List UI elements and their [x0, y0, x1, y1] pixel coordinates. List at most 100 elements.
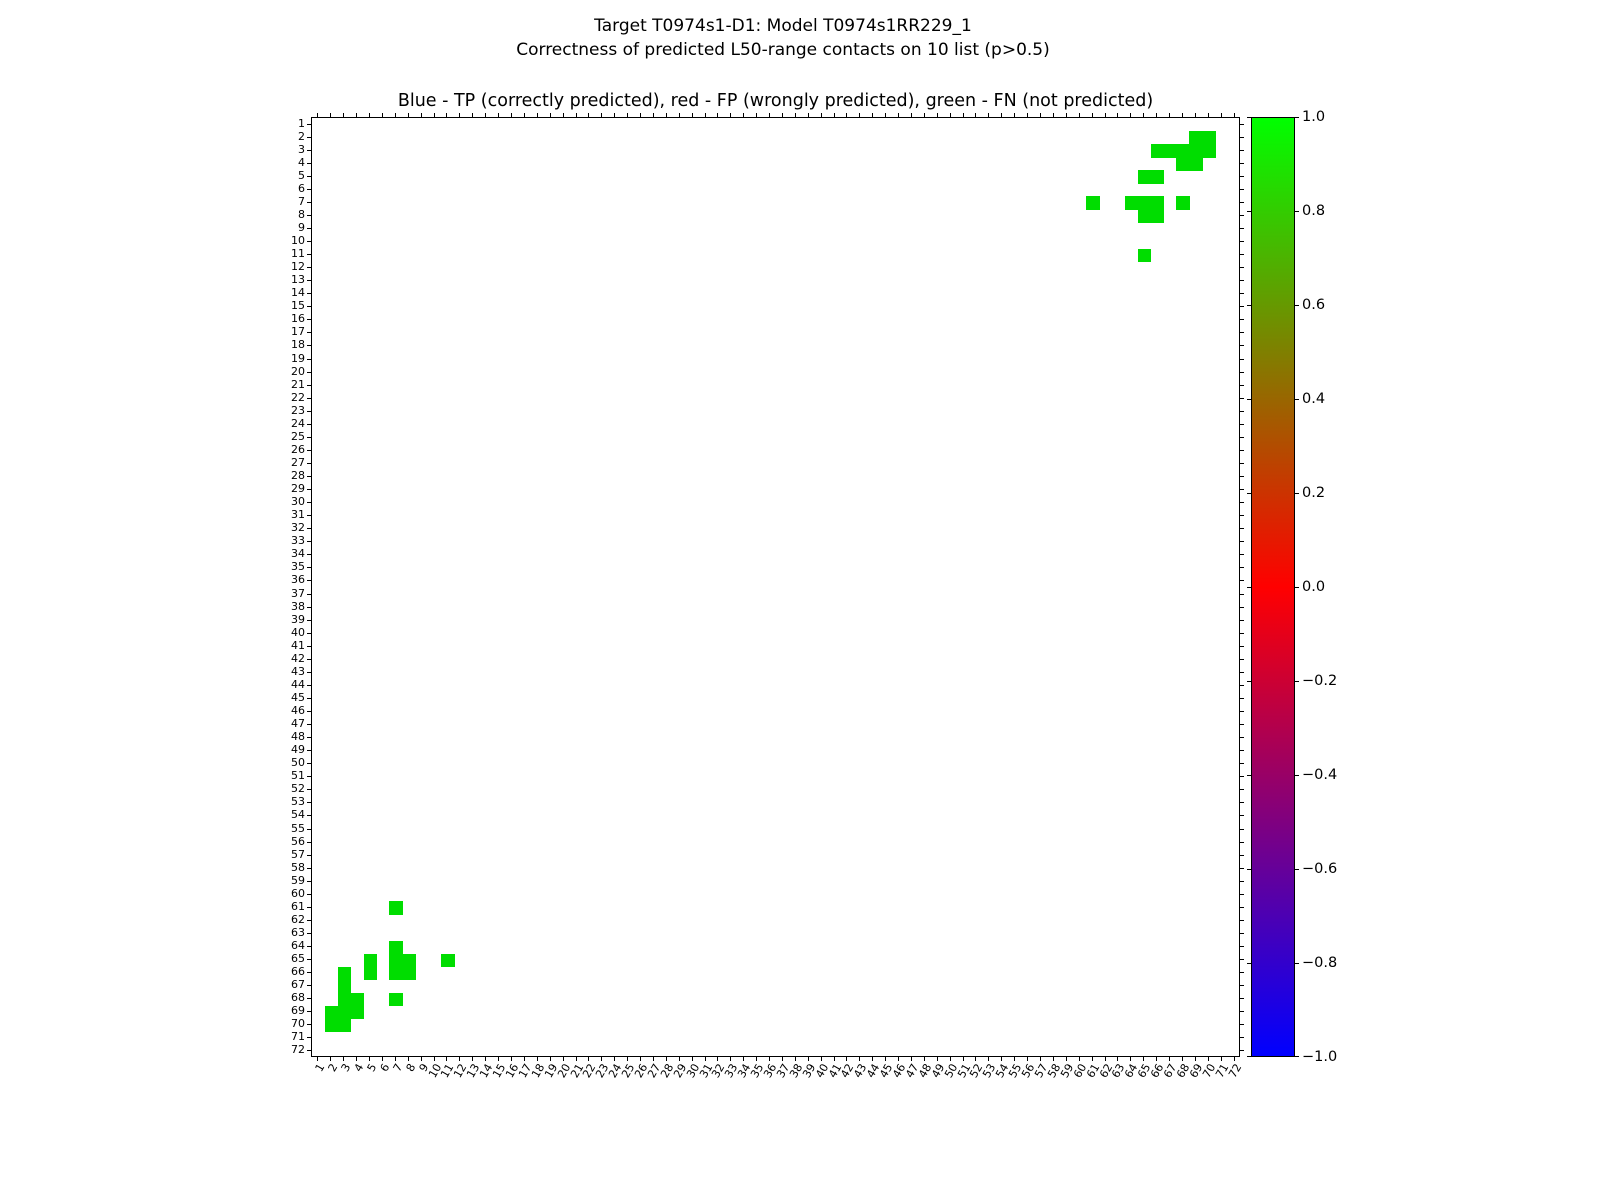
axis-tick: [575, 1057, 577, 1061]
axis-tick: [307, 906, 311, 908]
axis-tick: [678, 1057, 680, 1061]
axis-tick: [1240, 293, 1244, 295]
axis-tick: [1240, 136, 1244, 138]
axis-tick: [1240, 241, 1244, 243]
axis-tick: [1240, 619, 1244, 621]
axis-tick: [1240, 423, 1244, 425]
axis-tick: [1240, 515, 1244, 517]
axis-tick: [1240, 254, 1244, 256]
axis-tick: [1001, 1057, 1003, 1061]
axis-tick: [343, 113, 345, 117]
figure-title: Target T0974s1-D1: Model T0974s1RR229_1 …: [0, 14, 1566, 62]
axis-tick: [1240, 384, 1244, 386]
y-axis-tick-label: 5: [298, 168, 305, 182]
colorbar-tick-label: 0.6: [1302, 297, 1326, 313]
axis-tick: [1233, 113, 1235, 117]
axis-tick: [1104, 113, 1106, 117]
axis-tick: [1091, 1057, 1093, 1061]
axis-tick: [1240, 489, 1244, 491]
axis-tick: [307, 697, 311, 699]
axis-tick: [536, 1057, 538, 1061]
colorbar: [1251, 117, 1295, 1057]
axis-tick: [1240, 1037, 1244, 1039]
y-axis-tick-label: 7: [298, 194, 305, 208]
axis-tick: [1295, 211, 1299, 212]
axis-tick: [307, 175, 311, 177]
axis-tick: [1207, 113, 1209, 117]
y-axis-tick-label: 58: [291, 860, 305, 874]
axis-tick: [1240, 188, 1244, 190]
axis-tick: [307, 227, 311, 229]
axis-tick: [743, 1057, 745, 1061]
axis-tick: [307, 893, 311, 895]
axis-tick: [640, 113, 642, 117]
y-axis-tick-label: 4: [298, 155, 305, 169]
colorbar-tick-label: 0.2: [1302, 485, 1326, 501]
colorbar-tick-label: −0.8: [1302, 955, 1338, 971]
fn-cell: [1137, 170, 1152, 184]
y-axis-tick-label: 14: [291, 286, 305, 300]
axis-tick: [1295, 869, 1299, 870]
colorbar-tick-label: −1.0: [1302, 1049, 1338, 1065]
fn-cell: [1189, 131, 1203, 145]
axis-tick: [781, 113, 783, 117]
colorbar-tick-label: −0.4: [1302, 767, 1338, 783]
axis-tick: [1240, 280, 1244, 282]
y-axis-tick-label: 46: [291, 704, 305, 718]
axis-tick: [307, 136, 311, 138]
y-axis-tick-label: 15: [291, 299, 305, 313]
axis-tick: [1240, 880, 1244, 882]
colorbar-tick-label: −0.6: [1302, 861, 1338, 877]
axis-tick: [640, 1057, 642, 1061]
y-axis-tick-label: 25: [291, 429, 305, 443]
axis-tick: [307, 462, 311, 464]
axis-tick: [1240, 985, 1244, 987]
axis-tick: [627, 1057, 629, 1061]
fn-cell: [389, 953, 403, 968]
axis-tick: [1001, 113, 1003, 117]
axis-tick: [498, 113, 500, 117]
axis-tick: [343, 1057, 345, 1061]
axis-tick: [307, 254, 311, 256]
y-axis-tick-label: 29: [291, 482, 305, 496]
axis-tick: [652, 1057, 654, 1061]
axis-tick: [1247, 493, 1251, 494]
y-axis-tick-label: 48: [291, 730, 305, 744]
axis-tick: [1240, 371, 1244, 373]
axis-tick: [307, 750, 311, 752]
axis-tick: [369, 1057, 371, 1061]
axis-tick: [307, 1024, 311, 1026]
axis-tick: [1240, 306, 1244, 308]
fn-cell: [1202, 131, 1216, 145]
axis-tick: [756, 113, 758, 117]
axis-tick: [717, 113, 719, 117]
figure-title-line1: Target T0974s1-D1: Model T0974s1RR229_1: [594, 16, 972, 36]
fn-cell: [389, 940, 403, 955]
y-axis-tick-label: 32: [291, 521, 305, 535]
axis-tick: [704, 1057, 706, 1061]
axis-tick: [1240, 397, 1244, 399]
axis-tick: [420, 1057, 422, 1061]
axis-tick: [898, 113, 900, 117]
axis-tick: [1040, 113, 1041, 117]
axis-tick: [1240, 162, 1244, 164]
axis-tick: [730, 113, 732, 117]
axis-tick: [1240, 606, 1244, 608]
axis-tick: [1078, 113, 1080, 117]
fn-cell: [1176, 196, 1190, 210]
axis-tick: [562, 113, 564, 117]
y-axis-tick-label: 43: [291, 664, 305, 678]
axis-tick: [307, 815, 311, 817]
axis-tick: [307, 828, 311, 830]
fn-cell: [337, 992, 352, 1007]
axis-tick: [307, 345, 311, 347]
axis-tick: [307, 972, 311, 974]
axis-tick: [485, 1057, 487, 1061]
axis-tick: [949, 1057, 951, 1061]
y-axis-tick-label: 26: [291, 442, 305, 456]
axis-tick: [307, 528, 311, 530]
y-axis-tick-label: 69: [291, 1004, 305, 1018]
axis-tick: [307, 162, 311, 164]
axis-tick: [1240, 201, 1244, 203]
axis-tick: [307, 541, 311, 543]
